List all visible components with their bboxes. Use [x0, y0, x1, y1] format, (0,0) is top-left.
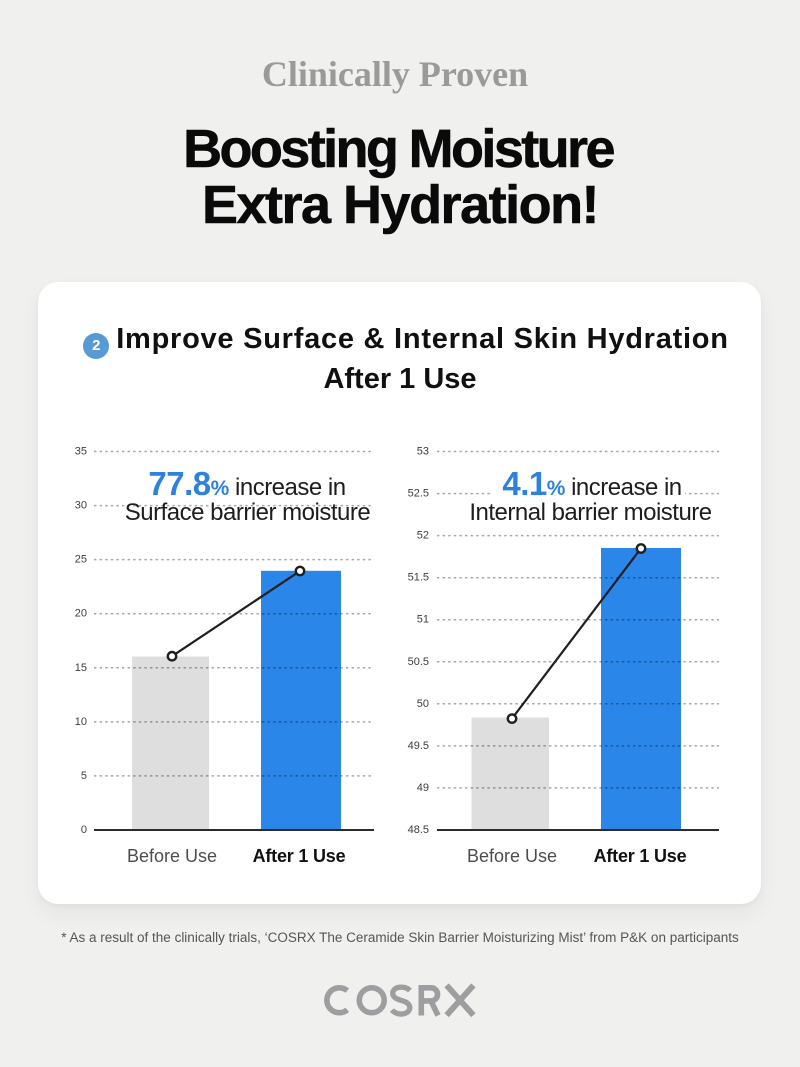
svg-text:53: 53 [417, 446, 429, 458]
svg-text:20: 20 [75, 608, 87, 620]
svg-text:After 1 Use: After 1 Use [594, 846, 687, 866]
svg-text:Before Use: Before Use [127, 846, 217, 866]
svg-text:51.5: 51.5 [408, 572, 429, 584]
svg-text:49.5: 49.5 [408, 740, 429, 752]
svg-text:50.5: 50.5 [408, 656, 429, 668]
svg-text:5: 5 [81, 770, 87, 782]
svg-text:Surface barrier moisture: Surface barrier moisture [125, 499, 371, 526]
svg-text:10: 10 [75, 716, 87, 728]
svg-text:After 1 Use: After 1 Use [253, 846, 346, 866]
svg-text:Internal barrier moisture: Internal barrier moisture [469, 499, 711, 526]
svg-text:35: 35 [75, 446, 87, 458]
svg-text:30: 30 [75, 500, 87, 512]
svg-text:51: 51 [417, 614, 429, 626]
svg-text:49: 49 [417, 782, 429, 794]
svg-text:52.5: 52.5 [408, 488, 429, 500]
svg-text:4.1% increase in: 4.1% increase in [502, 465, 681, 502]
svg-text:0: 0 [81, 824, 87, 836]
svg-text:77.8% increase in: 77.8% increase in [148, 465, 345, 502]
svg-text:48.5: 48.5 [408, 824, 429, 836]
svg-text:50: 50 [417, 698, 429, 710]
svg-text:25: 25 [75, 554, 87, 566]
svg-text:15: 15 [75, 662, 87, 674]
svg-text:52: 52 [417, 530, 429, 542]
svg-text:Before Use: Before Use [467, 846, 557, 866]
